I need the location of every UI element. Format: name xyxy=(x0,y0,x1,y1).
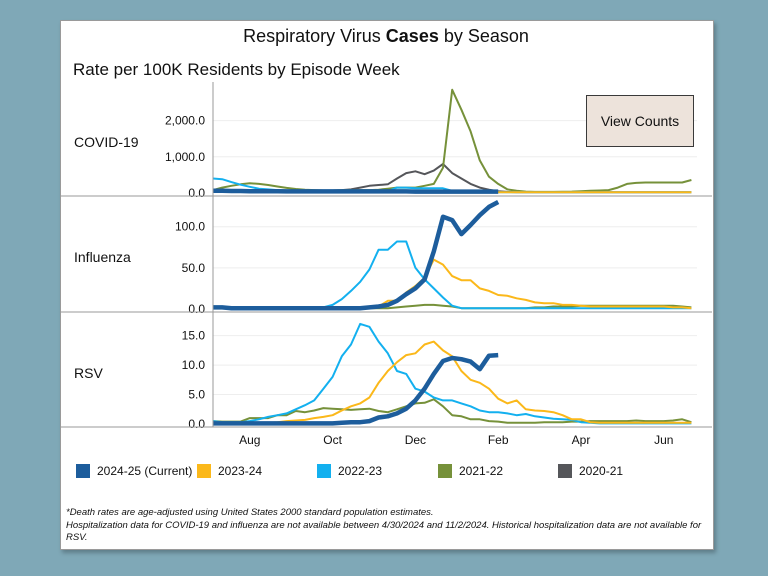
legend-swatch xyxy=(558,464,572,478)
title-bold: Cases xyxy=(385,26,439,46)
series-line-2024-25-current- xyxy=(213,188,499,194)
footnotes: *Death rates are age-adjusted using Unit… xyxy=(66,507,706,545)
legend-label: 2022-23 xyxy=(338,464,383,478)
legend-item-2020-21[interactable]: 2020-21 xyxy=(558,464,623,478)
panel-label-rsv: RSV xyxy=(74,365,103,381)
y-tick-label: 15.0 xyxy=(182,329,206,343)
legend-item-2024-25[interactable]: 2024-25 (Current) xyxy=(76,464,192,478)
footnote-hospitalization: Hospitalization data for COVID-19 and in… xyxy=(66,519,702,544)
series-line-2024-25-current- xyxy=(213,352,499,426)
y-tick-label: 5.0 xyxy=(188,388,205,402)
legend-label: 2021-22 xyxy=(459,464,504,478)
legend-item-2022-23[interactable]: 2022-23 xyxy=(317,464,382,478)
y-tick-label: 50.0 xyxy=(182,261,206,275)
title-suffix: by Season xyxy=(438,26,529,46)
view-counts-button[interactable]: View Counts xyxy=(586,95,694,147)
title-prefix: Respiratory Virus xyxy=(243,26,386,46)
x-tick-label: Jun xyxy=(654,433,673,447)
x-tick-label: Aug xyxy=(239,433,260,447)
series-line-2022-23 xyxy=(212,322,692,425)
legend-swatch xyxy=(438,464,452,478)
legend-swatch xyxy=(197,464,211,478)
chart-subtitle: Rate per 100K Residents by Episode Week xyxy=(73,60,400,79)
legend-item-2021-22[interactable]: 2021-22 xyxy=(438,464,503,478)
y-tick-label: 0.0 xyxy=(188,302,205,316)
x-tick-label: Feb xyxy=(488,433,509,447)
legend-label: 2020-21 xyxy=(579,464,624,478)
y-tick-label: 100.0 xyxy=(175,220,205,234)
footnote-death-rates: *Death rates are age-adjusted using Unit… xyxy=(66,507,434,518)
series-line-2023-24 xyxy=(213,340,692,424)
y-tick-label: 0.0 xyxy=(188,186,205,200)
legend-item-2023-24[interactable]: 2023-24 xyxy=(197,464,262,478)
series-line-2021-22 xyxy=(212,398,692,424)
series-line-2024-25-current- xyxy=(213,200,500,311)
legend-swatch xyxy=(76,464,90,478)
panel-label-influenza: Influenza xyxy=(74,249,131,265)
legend-swatch xyxy=(317,464,331,478)
y-tick-label: 10.0 xyxy=(182,358,206,372)
x-tick-label: Oct xyxy=(323,433,342,447)
x-tick-label: Apr xyxy=(572,433,591,447)
y-tick-label: 1,000.0 xyxy=(165,150,205,164)
y-tick-label: 2,000.0 xyxy=(165,114,205,128)
y-tick-label: 0.0 xyxy=(188,417,205,431)
panel-label-covid: COVID-19 xyxy=(74,134,139,150)
series-line-2021-22 xyxy=(212,88,692,193)
legend-label: 2024-25 (Current) xyxy=(97,464,193,478)
legend-label: 2023-24 xyxy=(218,464,263,478)
chart-title: Respiratory Virus Cases by Season xyxy=(60,26,712,47)
series-line-2023-24 xyxy=(213,258,692,310)
x-tick-label: Dec xyxy=(405,433,426,447)
